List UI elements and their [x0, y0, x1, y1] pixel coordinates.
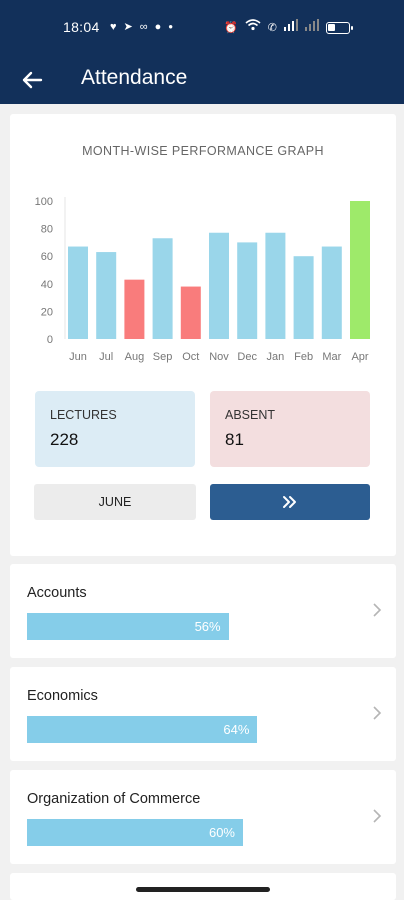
- absent-value: 81: [225, 430, 244, 449]
- subject-card-organization-of-commerce[interactable]: Organization of Commerce 60%: [10, 770, 396, 864]
- progress-fill: 56%: [27, 613, 229, 640]
- double-chevron-right-icon: [283, 496, 296, 508]
- heart-icon: ♥: [110, 21, 117, 33]
- x-tick-label: Jan: [267, 351, 285, 363]
- status-right-icons: ⏰ ✆: [224, 19, 353, 36]
- wifi-icon: [245, 19, 261, 36]
- app-bar: Attendance: [0, 56, 404, 104]
- bar-jan: [265, 232, 286, 339]
- battery-icon: [325, 21, 353, 34]
- status-left-icons: ♥ ➤ ∞ ● ●: [110, 19, 173, 35]
- x-tick-label: Jul: [99, 351, 113, 363]
- chevron-right-icon: [373, 706, 382, 720]
- subject-card-accounts[interactable]: Accounts 56%: [10, 564, 396, 658]
- bar-jun: [68, 246, 88, 339]
- chevron-right-icon: [373, 603, 382, 617]
- month-label: JUNE: [98, 495, 132, 509]
- messenger-icon: ●: [154, 21, 162, 33]
- gesture-nav-handle[interactable]: [136, 887, 270, 892]
- arrow-left-icon: [22, 71, 43, 89]
- lectures-value: 228: [50, 430, 79, 449]
- subject-name: Accounts: [27, 585, 87, 601]
- next-month-button[interactable]: [210, 484, 370, 520]
- bar-oct: [180, 286, 201, 339]
- performance-graph-card: MONTH-WISE PERFORMANCE GRAPH 0 20 40 60 80 10…: [10, 114, 396, 556]
- signal-icon: [283, 19, 298, 36]
- y-tick-label: 60: [41, 251, 53, 263]
- x-tick-label: Dec: [237, 351, 257, 363]
- x-tick-label: Apr: [351, 351, 368, 363]
- status-time: 18:04: [63, 19, 100, 35]
- bar-sep: [152, 238, 173, 339]
- attendance-progress-bar: 60%: [27, 819, 243, 846]
- telegram-icon: ➤: [123, 21, 133, 33]
- link-icon: ∞: [139, 21, 148, 33]
- month-select-button[interactable]: JUNE: [34, 484, 196, 520]
- bar-feb: [293, 256, 314, 339]
- dot-icon: ●: [168, 22, 174, 31]
- lectures-label: LECTURES: [50, 408, 117, 422]
- graph-title: MONTH-WISE PERFORMANCE GRAPH: [82, 144, 324, 158]
- x-tick-label: Nov: [209, 351, 229, 363]
- x-tick-label: Feb: [294, 351, 313, 363]
- status-bar: 18:04 ♥ ➤ ∞ ● ● ⏰ ✆: [0, 0, 404, 56]
- y-tick-label: 20: [41, 306, 53, 318]
- progress-percent: 56%: [194, 619, 221, 634]
- back-button[interactable]: [16, 64, 48, 96]
- bar-dec: [237, 242, 258, 339]
- progress-percent: 64%: [223, 722, 250, 737]
- subject-name: Organization of Commerce: [27, 791, 201, 807]
- y-tick-label: 100: [35, 196, 53, 208]
- y-tick-label: 0: [47, 334, 53, 346]
- subject-card-partial: [10, 873, 396, 900]
- performance-bar-chart: 0 20 40 60 80 100 Jun Jul Aug Sep Oct Nov Dec Jan Feb M…: [35, 196, 370, 363]
- bar-nov: [209, 232, 229, 339]
- attendance-progress-bar: 64%: [27, 716, 258, 743]
- progress-percent: 60%: [208, 825, 235, 840]
- alarm-icon: ⏰: [224, 21, 238, 34]
- attendance-progress-bar: 56%: [27, 613, 243, 640]
- progress-fill: 60%: [27, 819, 243, 846]
- x-tick-label: Mar: [322, 351, 341, 363]
- signal-icon-2: [304, 19, 319, 36]
- x-tick-label: Oct: [182, 351, 199, 363]
- x-tick-label: Sep: [153, 351, 173, 363]
- bar-jul: [96, 252, 117, 339]
- page-title: Attendance: [81, 66, 188, 89]
- progress-fill: 64%: [27, 716, 258, 743]
- wifi-calling-icon: ✆: [267, 21, 277, 34]
- bar-mar: [321, 246, 342, 339]
- x-tick-label: Jun: [69, 351, 87, 363]
- y-tick-label: 40: [41, 279, 53, 291]
- absent-stat: ABSENT 81: [210, 391, 370, 467]
- chevron-right-icon: [373, 809, 382, 823]
- x-tick-label: Aug: [125, 351, 145, 363]
- subject-name: Economics: [27, 688, 98, 704]
- absent-label: ABSENT: [225, 408, 276, 422]
- bar-aug: [124, 279, 145, 339]
- lectures-stat: LECTURES 228: [35, 391, 195, 467]
- y-tick-label: 80: [41, 224, 53, 236]
- bar-apr: [350, 201, 370, 339]
- subject-card-economics[interactable]: Economics 64%: [10, 667, 396, 761]
